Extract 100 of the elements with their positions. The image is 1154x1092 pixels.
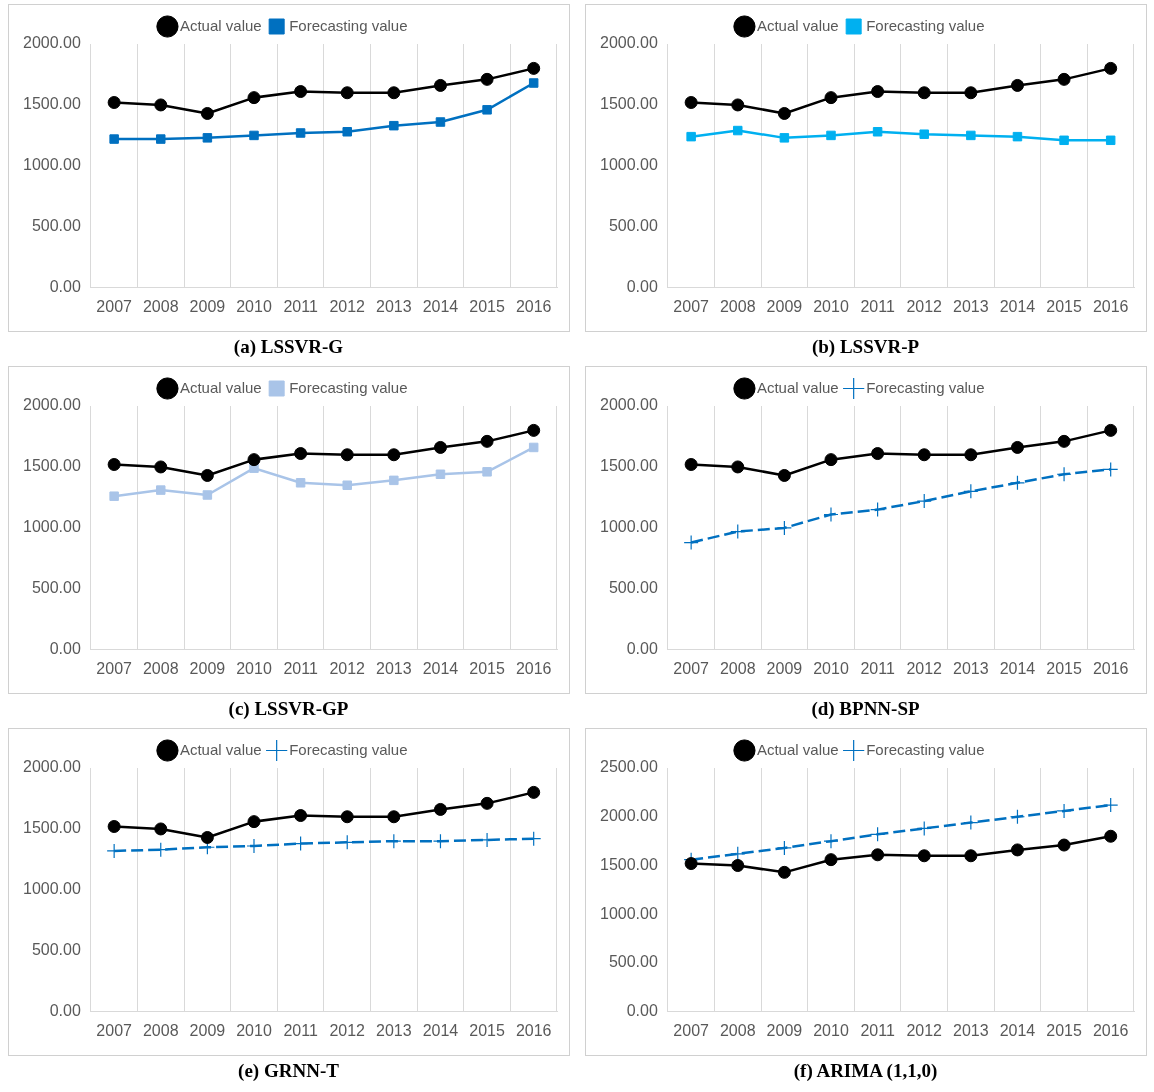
y-tick-label: 0.00 bbox=[626, 278, 658, 296]
x-tick-label: 2011 bbox=[282, 297, 318, 315]
y-tick-label: 1500.00 bbox=[22, 95, 81, 113]
y-tick-label: 2000.00 bbox=[22, 758, 81, 776]
x-tick-label: 2014 bbox=[999, 659, 1035, 677]
x-tick-label: 2010 bbox=[235, 1021, 272, 1039]
y-tick-label: 0.00 bbox=[626, 1002, 658, 1020]
x-tick-label: 2009 bbox=[189, 659, 225, 677]
x-tick-label: 2010 bbox=[812, 297, 849, 315]
x-tick-label: 2008 bbox=[719, 659, 756, 677]
legend-label: Actual value bbox=[179, 740, 262, 758]
x-tick-label: 2016 bbox=[1092, 1021, 1129, 1039]
y-tick-label: 2000.00 bbox=[599, 807, 658, 825]
x-tick-label: 2015 bbox=[1045, 659, 1082, 677]
y-tick-label: 1500.00 bbox=[599, 855, 658, 873]
legend-label: Actual value bbox=[756, 16, 839, 34]
y-tick-label: 500.00 bbox=[608, 953, 658, 971]
x-tick-label: 2014 bbox=[422, 1021, 458, 1039]
x-tick-label: 2011 bbox=[282, 1021, 318, 1039]
x-tick-label: 2012 bbox=[328, 297, 365, 315]
x-tick-label: 2007 bbox=[95, 659, 132, 677]
x-tick-label: 2015 bbox=[1045, 297, 1082, 315]
x-tick-label: 2010 bbox=[235, 659, 272, 677]
y-tick-label: 2000.00 bbox=[22, 396, 81, 414]
x-tick-label: 2016 bbox=[1092, 297, 1129, 315]
x-tick-label: 2015 bbox=[468, 659, 505, 677]
x-tick-label: 2013 bbox=[952, 297, 989, 315]
legend-label: Forecasting value bbox=[288, 740, 408, 758]
y-tick-label: 500.00 bbox=[608, 579, 658, 597]
x-tick-label: 2008 bbox=[719, 1021, 756, 1039]
x-tick-label: 2008 bbox=[719, 297, 756, 315]
x-tick-label: 2014 bbox=[422, 659, 458, 677]
x-tick-label: 2014 bbox=[422, 297, 458, 315]
x-tick-label: 2012 bbox=[328, 1021, 365, 1039]
y-tick-label: 1500.00 bbox=[599, 457, 658, 475]
legend-label: Actual value bbox=[756, 378, 839, 396]
legend-label: Forecasting value bbox=[865, 16, 985, 34]
text: (c) LSSVR-GP bbox=[228, 698, 349, 721]
legend-label: Forecasting value bbox=[288, 378, 408, 396]
text: (e) GRNN-T bbox=[238, 1060, 339, 1083]
x-tick-label: 2016 bbox=[515, 659, 552, 677]
x-tick-label: 2012 bbox=[905, 1021, 942, 1039]
y-tick-label: 1000.00 bbox=[22, 880, 81, 898]
x-tick-label: 2013 bbox=[375, 1021, 412, 1039]
y-tick-label: 1000.00 bbox=[22, 518, 81, 536]
x-tick-label: 2013 bbox=[375, 297, 412, 315]
y-tick-label: 1500.00 bbox=[22, 819, 81, 837]
y-tick-label: 1000.00 bbox=[599, 904, 658, 922]
legend-label: Actual value bbox=[179, 378, 262, 396]
x-tick-label: 2012 bbox=[328, 659, 365, 677]
x-tick-label: 2008 bbox=[142, 297, 179, 315]
legend-label: Actual value bbox=[756, 740, 839, 758]
legend-label: Forecasting value bbox=[865, 740, 985, 758]
y-tick-label: 1000.00 bbox=[599, 518, 658, 536]
x-tick-label: 2010 bbox=[812, 659, 849, 677]
x-tick-label: 2013 bbox=[952, 1021, 989, 1039]
y-tick-label: 2000.00 bbox=[599, 396, 658, 414]
x-tick-label: 2009 bbox=[189, 297, 225, 315]
x-tick-label: 2010 bbox=[235, 297, 272, 315]
y-tick-label: 500.00 bbox=[608, 217, 658, 235]
text: (f) ARIMA (1,1,0) bbox=[793, 1060, 938, 1083]
x-tick-label: 2008 bbox=[142, 659, 179, 677]
y-tick-label: 500.00 bbox=[31, 941, 81, 959]
x-tick-label: 2016 bbox=[515, 297, 552, 315]
x-tick-label: 2011 bbox=[859, 297, 895, 315]
y-tick-label: 1000.00 bbox=[599, 156, 658, 174]
y-tick-label: 0.00 bbox=[49, 278, 81, 296]
x-tick-label: 2013 bbox=[375, 659, 412, 677]
text: (d) BPNN-SP bbox=[811, 698, 920, 721]
y-tick-label: 0.00 bbox=[49, 1002, 81, 1020]
x-tick-label: 2012 bbox=[905, 297, 942, 315]
x-tick-label: 2015 bbox=[1045, 1021, 1082, 1039]
y-tick-label: 500.00 bbox=[31, 579, 81, 597]
x-tick-label: 2008 bbox=[142, 1021, 179, 1039]
x-tick-label: 2011 bbox=[859, 1021, 895, 1039]
x-tick-label: 2009 bbox=[189, 1021, 225, 1039]
x-tick-label: 2011 bbox=[282, 659, 318, 677]
legend-label: Forecasting value bbox=[865, 378, 985, 396]
x-tick-label: 2016 bbox=[515, 1021, 552, 1039]
y-tick-label: 1000.00 bbox=[22, 156, 81, 174]
y-tick-label: 1500.00 bbox=[599, 95, 658, 113]
y-tick-label: 2500.00 bbox=[599, 758, 658, 776]
x-tick-label: 2007 bbox=[672, 297, 709, 315]
text: (a) LSSVR-G bbox=[233, 336, 344, 359]
x-tick-label: 2007 bbox=[95, 1021, 132, 1039]
x-tick-label: 2015 bbox=[468, 297, 505, 315]
x-tick-label: 2007 bbox=[95, 297, 132, 315]
legend-label: Actual value bbox=[179, 16, 262, 34]
x-tick-label: 2011 bbox=[859, 659, 895, 677]
x-tick-label: 2007 bbox=[672, 1021, 709, 1039]
y-tick-label: 0.00 bbox=[626, 640, 658, 658]
x-tick-label: 2014 bbox=[999, 297, 1035, 315]
x-tick-label: 2009 bbox=[766, 1021, 802, 1039]
x-tick-label: 2014 bbox=[999, 1021, 1035, 1039]
x-tick-label: 2009 bbox=[766, 659, 802, 677]
x-tick-label: 2009 bbox=[766, 297, 802, 315]
text: (b) LSSVR-P bbox=[811, 336, 920, 359]
y-tick-label: 2000.00 bbox=[599, 34, 658, 52]
x-tick-label: 2012 bbox=[905, 659, 942, 677]
y-tick-label: 0.00 bbox=[49, 640, 81, 658]
